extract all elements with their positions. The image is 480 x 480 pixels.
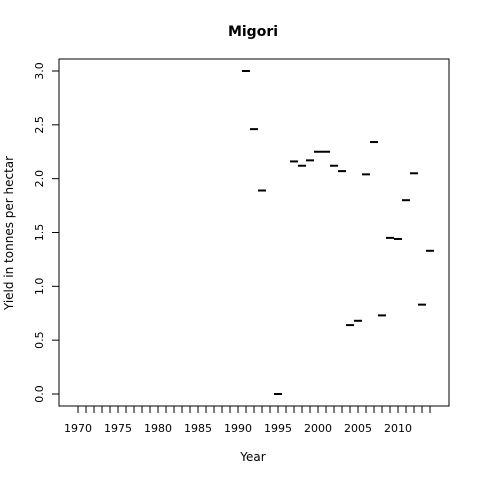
x-axis-label: Year [239, 450, 265, 464]
y-tick-label: 2.5 [33, 116, 46, 134]
plot-frame [58, 58, 450, 407]
chart-title: Migori [228, 24, 278, 40]
x-tick-label: 2005 [344, 422, 372, 435]
x-tick-label: 1975 [104, 422, 132, 435]
x-tick-label: 1980 [144, 422, 172, 435]
x-tick-label: 2010 [384, 422, 412, 435]
y-tick-label: 0.5 [33, 331, 46, 349]
y-axis-label: Yield in tonnes per hectar [2, 156, 16, 311]
y-tick-label: 3.0 [33, 62, 46, 80]
y-tick-label: 2.0 [33, 170, 46, 188]
y-tick-label: 1.5 [33, 224, 46, 242]
x-tick-label: 1985 [184, 422, 212, 435]
x-axis: 1970 1975 1980 1985 1990 1995 2000 2005 2010 [64, 406, 431, 435]
x-tick-label: 1970 [64, 422, 92, 435]
x-tick-label: 2000 [304, 422, 332, 435]
y-tick-label: 1.0 [33, 278, 46, 296]
data-points [242, 69, 434, 395]
x-tick-label: 1995 [264, 422, 292, 435]
y-axis: 0.0 0.5 1.0 1.5 2.0 2.5 3.0 [33, 62, 59, 403]
y-tick-label: 0.0 [33, 385, 46, 403]
x-tick-label: 1990 [224, 422, 252, 435]
